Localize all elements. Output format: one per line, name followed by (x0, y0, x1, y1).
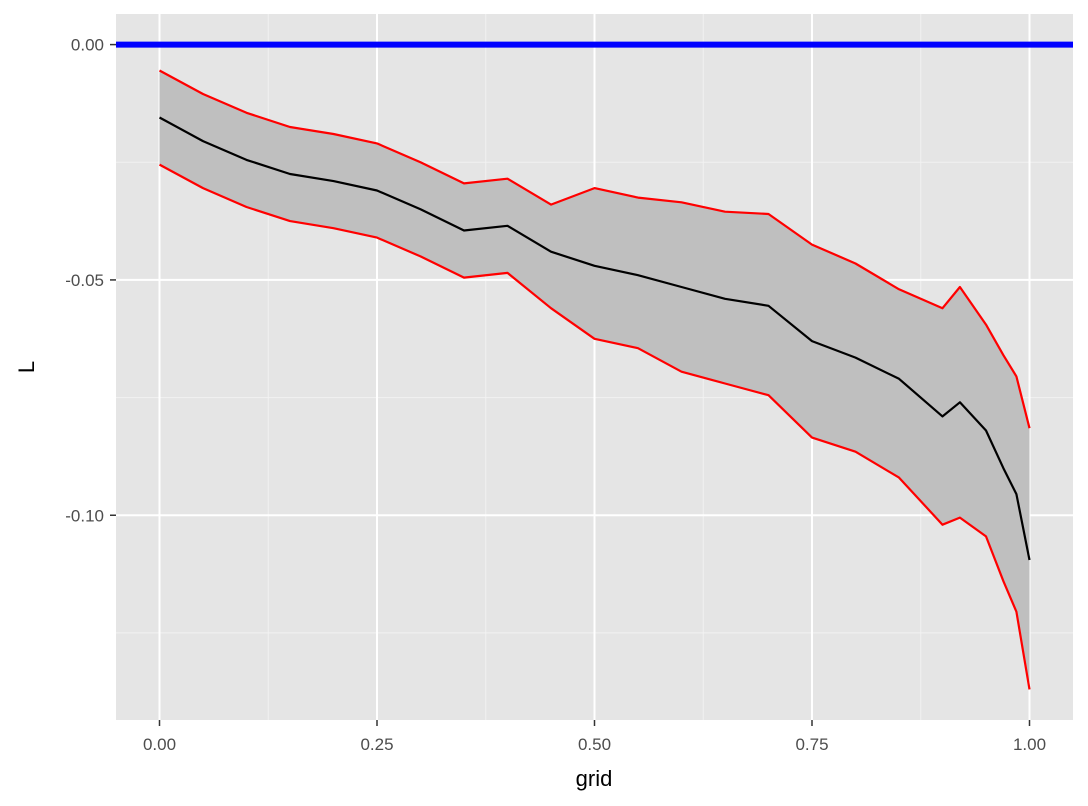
series-line-lower (158, 163, 1031, 690)
x-tick-label: 0.25 (360, 735, 393, 754)
x-tick-label: 0.50 (578, 735, 611, 754)
y-axis-title: L (14, 361, 39, 373)
y-tick-label: -0.05 (65, 271, 104, 290)
series-line-upper (158, 69, 1031, 429)
x-axis-title: grid (576, 766, 613, 791)
x-axis: 0.00 0.25 0.50 0.75 1.00 (143, 720, 1046, 754)
series-line-center (158, 116, 1031, 561)
y-tick-label: -0.10 (65, 506, 104, 525)
x-tick-label: 0.00 (143, 735, 176, 754)
confidence-band (159, 70, 1030, 690)
y-axis: 0.00 -0.05 -0.10 (65, 36, 116, 525)
band-area (159, 70, 1030, 690)
x-tick-label: 0.75 (795, 735, 828, 754)
y-tick-label: 0.00 (71, 36, 104, 55)
x-tick-label: 1.00 (1013, 735, 1046, 754)
series-lines (158, 69, 1031, 690)
